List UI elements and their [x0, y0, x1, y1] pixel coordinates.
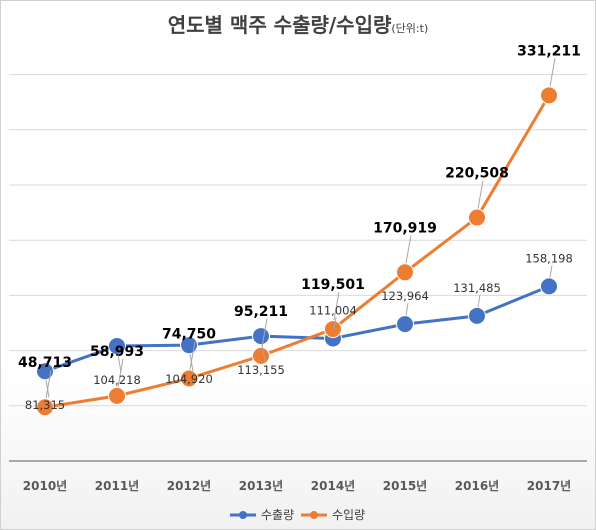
import-data-point	[252, 346, 270, 365]
export-label-leader	[261, 344, 266, 363]
import-data-label: 48,713	[18, 355, 72, 371]
export-data-point	[396, 315, 414, 334]
import-label-leader	[549, 58, 556, 87]
export-series-line	[44, 284, 550, 373]
import-data-point	[324, 320, 342, 339]
export-label-leader	[405, 303, 409, 316]
import-label-leader	[117, 358, 124, 387]
export-data-point	[108, 336, 126, 355]
import-data-label: 220,508	[445, 166, 509, 182]
legend-label: 수입량	[332, 508, 365, 522]
x-tick-label: 2012년	[167, 479, 211, 493]
import-data-label: 74,750	[162, 326, 216, 342]
export-label-leader	[477, 294, 481, 307]
export-data-label: 113,155	[237, 363, 285, 377]
export-data-point	[252, 327, 270, 346]
legend-swatch-marker	[310, 511, 318, 519]
legend-swatch-marker	[239, 511, 247, 519]
export-data-label: 104,920	[165, 372, 213, 386]
import-data-point	[540, 86, 558, 105]
import-series-line	[44, 94, 551, 409]
import-data-point	[36, 398, 54, 417]
x-tick-label: 2017년	[527, 479, 571, 493]
import-data-label: 95,211	[234, 304, 288, 320]
x-tick-label: 2015년	[383, 479, 427, 493]
legend-label: 수출량	[261, 508, 294, 522]
import-label-leader	[189, 341, 196, 370]
import-data-point	[396, 263, 414, 282]
export-data-label: 111,004	[309, 303, 357, 317]
x-tick-label: 2013년	[239, 479, 283, 493]
import-label-leader	[477, 180, 484, 209]
import-data-label: 119,501	[301, 277, 365, 293]
import-label-leader	[405, 235, 412, 264]
export-label-leader	[333, 317, 337, 330]
export-data-point	[468, 306, 486, 325]
x-tick-label: 2010년	[23, 479, 67, 493]
x-tick-label: 2011년	[95, 479, 139, 493]
chart-unit: (단위:t)	[391, 22, 429, 35]
export-data-label: 131,485	[453, 281, 501, 295]
export-label-leader	[549, 265, 553, 278]
import-data-label: 170,919	[373, 220, 437, 236]
x-tick-label: 2014년	[311, 479, 355, 493]
export-data-label: 81,315	[25, 398, 65, 412]
import-data-point	[180, 369, 198, 388]
export-data-point	[36, 362, 54, 381]
export-data-label: 123,964	[381, 289, 429, 303]
export-label-leader	[45, 380, 50, 398]
import-label-leader	[45, 370, 52, 399]
import-label-leader	[333, 291, 340, 321]
export-label-leader	[117, 354, 122, 373]
import-data-point	[468, 208, 486, 227]
export-data-point	[540, 277, 558, 296]
chart-title-text: 연도별 맥주 수출량/수입량	[167, 13, 392, 37]
import-data-label: 58,993	[90, 344, 144, 360]
x-tick-label: 2016년	[455, 479, 499, 493]
export-data-label: 158,198	[525, 251, 573, 265]
import-data-label: 331,211	[517, 43, 581, 59]
import-label-leader	[261, 318, 268, 347]
chart-title: 연도별 맥주 수출량/수입량(단위:t)	[1, 9, 595, 38]
export-data-label: 104,218	[93, 373, 141, 387]
export-label-leader	[189, 354, 194, 372]
import-data-point	[108, 386, 126, 405]
